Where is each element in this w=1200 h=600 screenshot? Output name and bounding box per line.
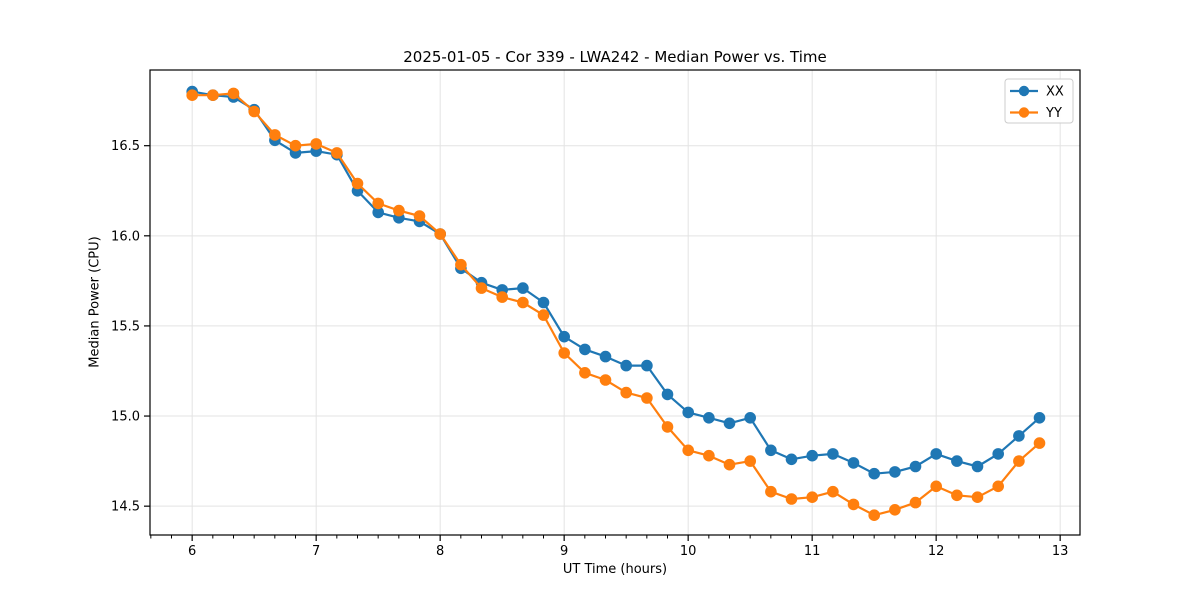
data-point-YY (372, 197, 385, 210)
data-point-XX (579, 343, 591, 356)
y-tick-label-16.5: 16.5 (111, 139, 140, 154)
data-point-YY (517, 296, 529, 309)
data-point-XX (723, 417, 736, 430)
data-point-YY (455, 258, 467, 271)
data-point-YY (579, 367, 591, 379)
data-point-XX (1013, 430, 1025, 442)
data-point-YY (847, 498, 860, 511)
data-point-XX (558, 330, 570, 343)
data-point-YY (413, 210, 426, 222)
x-tick-label-13: 13 (1052, 544, 1069, 559)
legend-label-XX: XX (1046, 85, 1064, 100)
data-point-XX (682, 406, 694, 419)
data-point-YY (1013, 455, 1025, 467)
data-point-XX (930, 448, 942, 460)
data-point-XX (744, 412, 756, 424)
data-point-XX (971, 460, 984, 473)
data-point-XX (620, 359, 632, 372)
data-point-YY (889, 504, 901, 516)
x-tick-label-12: 12 (928, 544, 945, 559)
data-point-YY (806, 491, 818, 504)
x-tick-label-6: 6 (188, 544, 196, 559)
y-tick-label-16: 16.0 (111, 229, 140, 244)
legend-marker-XX (1018, 85, 1030, 97)
x-tick-label-7: 7 (312, 544, 320, 559)
data-point-XX (909, 460, 922, 473)
data-point-YY (269, 129, 281, 141)
x-axis-label: UT Time (hours) (562, 562, 668, 577)
data-point-YY (703, 449, 715, 462)
data-point-YY (827, 485, 839, 498)
data-point-YY (765, 485, 777, 498)
data-point-XX (765, 444, 777, 457)
y-axis-label: Median Power (CPU) (87, 236, 103, 368)
x-tick-label-11: 11 (804, 544, 821, 559)
data-point-YY (289, 139, 302, 152)
data-point-YY (641, 392, 653, 404)
data-point-YY (723, 458, 736, 471)
data-point-XX (1033, 412, 1046, 424)
data-point-XX (537, 296, 550, 309)
data-point-YY (475, 282, 488, 294)
y-tick-label-14.5: 14.5 (111, 500, 140, 515)
data-point-XX (599, 350, 612, 363)
data-point-YY (992, 480, 1004, 493)
data-point-XX (785, 453, 798, 466)
data-point-YY (785, 493, 798, 505)
data-point-YY (227, 87, 240, 100)
data-point-YY (248, 105, 260, 118)
data-point-YY (310, 138, 323, 150)
legend-marker-YY (1018, 107, 1030, 118)
data-point-YY (186, 89, 198, 101)
data-point-YY (351, 177, 364, 190)
data-point-XX (951, 455, 963, 467)
data-point-YY (1033, 437, 1046, 449)
data-point-YY (558, 347, 570, 359)
chart-title: 2025-01-05 - Cor 339 - LWA242 - Median P… (403, 48, 827, 66)
data-point-XX (806, 449, 818, 462)
data-point-XX (889, 466, 901, 478)
legend-label-YY: YY (1045, 106, 1062, 121)
y-tick-label-15.5: 15.5 (111, 319, 140, 334)
data-point-XX (703, 412, 715, 424)
data-point-YY (496, 291, 509, 303)
data-point-YY (620, 386, 632, 399)
data-point-YY (393, 204, 405, 217)
data-point-XX (827, 448, 839, 460)
y-tick-label-15: 15.0 (111, 410, 140, 425)
data-point-YY (207, 89, 219, 101)
data-point-YY (744, 455, 756, 467)
data-point-XX (641, 359, 653, 372)
data-point-YY (971, 491, 984, 504)
data-point-YY (951, 489, 963, 502)
data-point-XX (661, 388, 674, 401)
data-point-XX (992, 448, 1004, 460)
data-point-YY (537, 309, 550, 321)
data-point-YY (909, 496, 922, 509)
data-point-YY (868, 509, 880, 521)
axes-spines (149, 69, 1081, 536)
x-tick-label-9: 9 (560, 544, 568, 559)
data-point-XX (868, 467, 880, 480)
data-point-XX (517, 282, 529, 294)
data-point-XX (847, 457, 860, 469)
series-line-YY (192, 92, 1041, 517)
data-point-YY (661, 421, 674, 433)
data-point-YY (930, 480, 942, 493)
data-point-YY (331, 147, 343, 159)
x-tick-label-10: 10 (680, 544, 697, 559)
data-point-YY (599, 374, 612, 386)
data-point-XX (372, 206, 385, 219)
x-tick-label-8: 8 (436, 544, 444, 559)
data-point-YY (682, 444, 694, 457)
data-point-YY (434, 228, 447, 240)
